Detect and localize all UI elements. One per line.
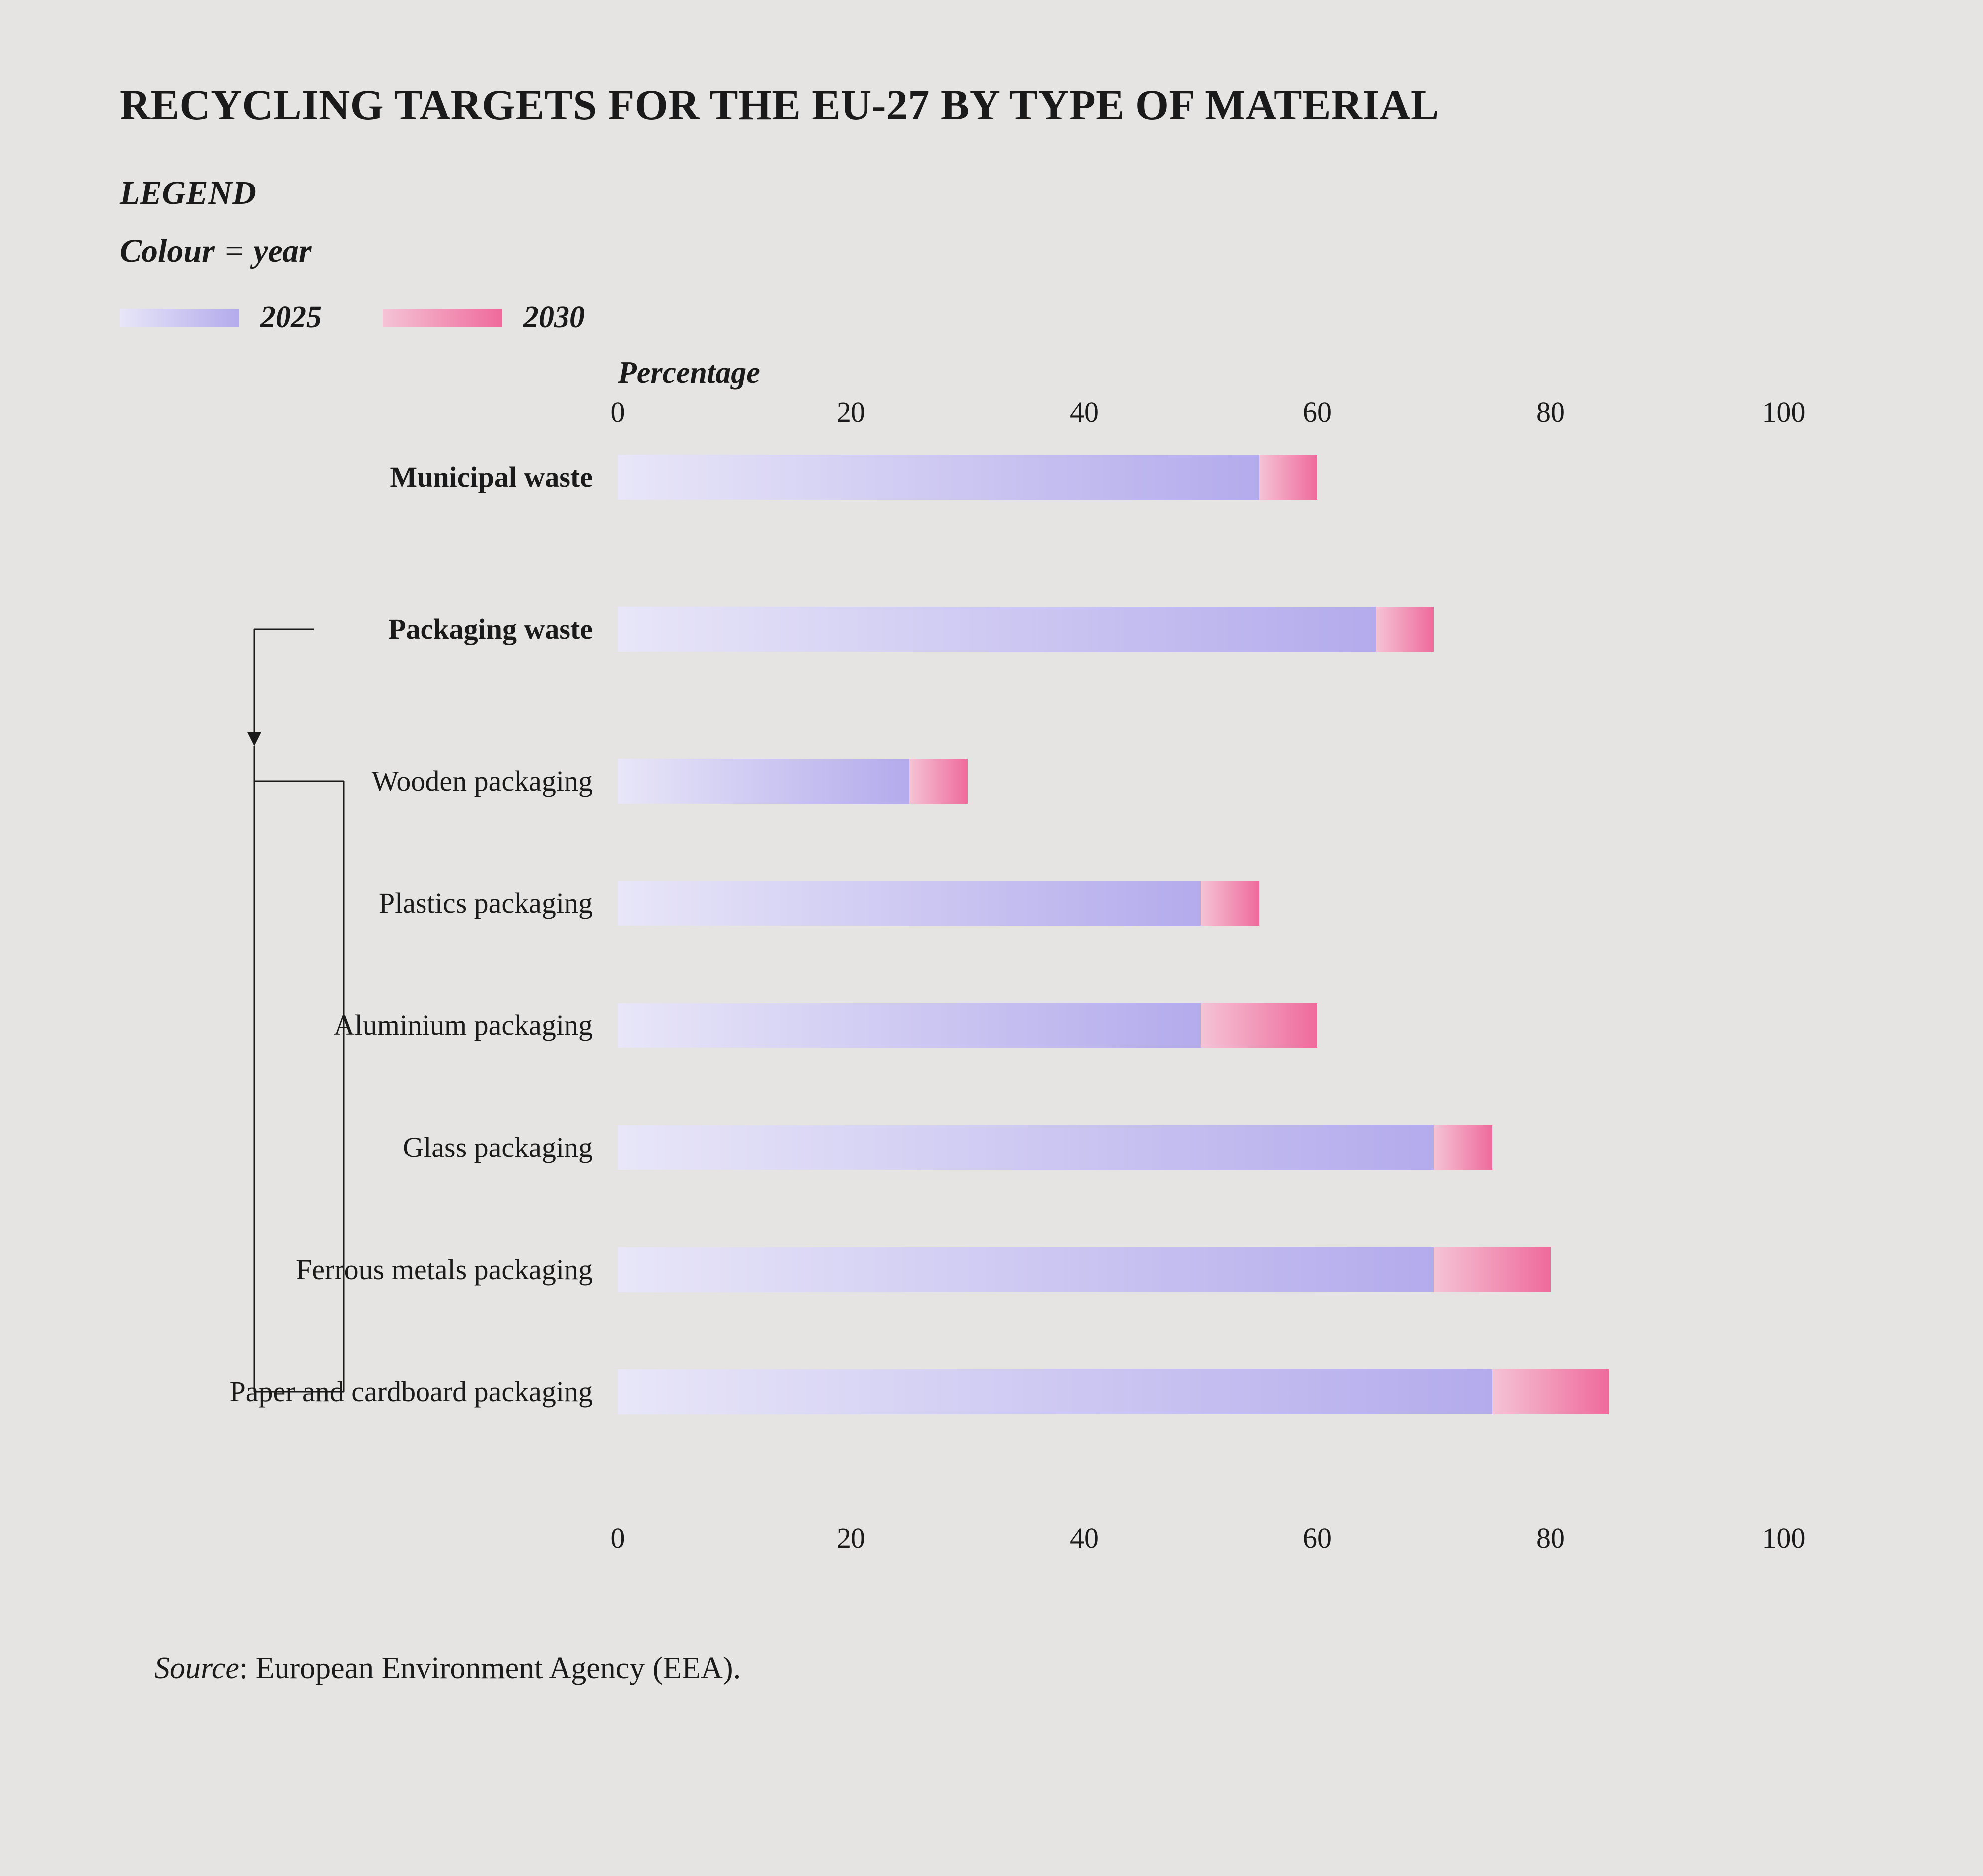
x-axis-tick-label: 40 — [1070, 1521, 1099, 1555]
category-label: Wooden packaging — [189, 765, 618, 798]
x-axis-tick-label: 40 — [1070, 395, 1099, 429]
x-axis-tick-label: 100 — [1762, 395, 1806, 429]
x-axis-tick-label: 80 — [1536, 1521, 1565, 1555]
bar-track — [618, 1003, 1784, 1048]
x-axis-tick-label: 0 — [611, 1521, 625, 1555]
legend-label-2030: 2030 — [523, 300, 585, 335]
legend-sub-prefix: Colour — [120, 233, 215, 269]
bar-2030 — [909, 759, 968, 804]
bar-2025 — [618, 455, 1259, 500]
bar-2025 — [618, 607, 1376, 652]
bar-2025 — [618, 881, 1201, 926]
category-label: Ferrous metals packaging — [189, 1253, 618, 1287]
chart-title: RECYCLING TARGETS FOR THE EU-27 BY TYPE … — [120, 80, 1883, 130]
bar-2030 — [1492, 1369, 1609, 1414]
x-axis-tick-label: 60 — [1303, 1521, 1332, 1555]
bar-row: Plastics packaging — [189, 881, 1784, 926]
x-axis-title: Percentage — [618, 355, 760, 391]
x-axis-tick-label: 80 — [1536, 395, 1565, 429]
bar-2025 — [618, 1003, 1201, 1048]
source-label: Source — [154, 1651, 239, 1685]
bar-track — [618, 607, 1784, 652]
category-label: Glass packaging — [189, 1131, 618, 1164]
bar-track — [618, 455, 1784, 500]
bar-2030 — [1201, 881, 1259, 926]
legend-sub-equals: = — [215, 233, 254, 269]
bar-2025 — [618, 759, 909, 804]
bar-2025 — [618, 1369, 1492, 1414]
x-axis-tick-label: 20 — [837, 395, 865, 429]
category-label: Plastics packaging — [189, 887, 618, 920]
category-label: Packaging waste — [189, 613, 618, 646]
legend-heading: LEGEND — [120, 174, 1883, 212]
x-axis-tick-label: 60 — [1303, 395, 1332, 429]
x-axis-tick-label: 20 — [837, 1521, 865, 1555]
x-axis-tick-label: 0 — [611, 395, 625, 429]
chart-area: Percentage 020406080100 Municipal wasteP… — [189, 395, 1883, 1561]
bar-row: Packaging waste — [189, 607, 1784, 652]
legend-row: 2025 2030 — [120, 300, 1883, 335]
category-label: Municipal waste — [189, 461, 618, 494]
x-axis-ticks-top: 020406080100 — [618, 395, 1784, 435]
category-label: Paper and cardboard packaging — [189, 1375, 618, 1409]
x-axis-tick-label: 100 — [1762, 1521, 1806, 1555]
legend-subheading: Colour = year — [120, 232, 1883, 270]
x-axis-ticks-bottom: 020406080100 — [618, 1521, 1784, 1561]
bar-track — [618, 1125, 1784, 1170]
bar-track — [618, 881, 1784, 926]
bar-2030 — [1434, 1247, 1551, 1292]
legend-swatch-2025 — [120, 309, 239, 327]
bar-2030 — [1201, 1003, 1317, 1048]
bar-row: Glass packaging — [189, 1125, 1784, 1170]
bar-track — [618, 1369, 1784, 1414]
legend-sub-suffix: year — [253, 233, 311, 269]
bar-2030 — [1434, 1125, 1492, 1170]
bar-row: Wooden packaging — [189, 759, 1784, 804]
source-text: : European Environment Agency (EEA). — [239, 1651, 741, 1685]
legend-swatch-2030 — [383, 309, 502, 327]
bar-2025 — [618, 1125, 1434, 1170]
bar-row: Paper and cardboard packaging — [189, 1369, 1784, 1414]
bar-2030 — [1259, 455, 1317, 500]
bar-2025 — [618, 1247, 1434, 1292]
chart-page: RECYCLING TARGETS FOR THE EU-27 BY TYPE … — [0, 0, 1983, 1876]
bar-row: Ferrous metals packaging — [189, 1247, 1784, 1292]
bar-2030 — [1376, 607, 1434, 652]
bar-track — [618, 1247, 1784, 1292]
category-label: Aluminium packaging — [189, 1009, 618, 1042]
legend-label-2025: 2025 — [260, 300, 322, 335]
bar-rows: Municipal waste Packaging waste Wooden pac… — [189, 435, 1883, 1491]
bar-row: Aluminium packaging — [189, 1003, 1784, 1048]
source-line: Source: European Environment Agency (EEA… — [154, 1651, 1883, 1686]
bar-row: Municipal waste — [189, 455, 1784, 500]
bar-track — [618, 759, 1784, 804]
